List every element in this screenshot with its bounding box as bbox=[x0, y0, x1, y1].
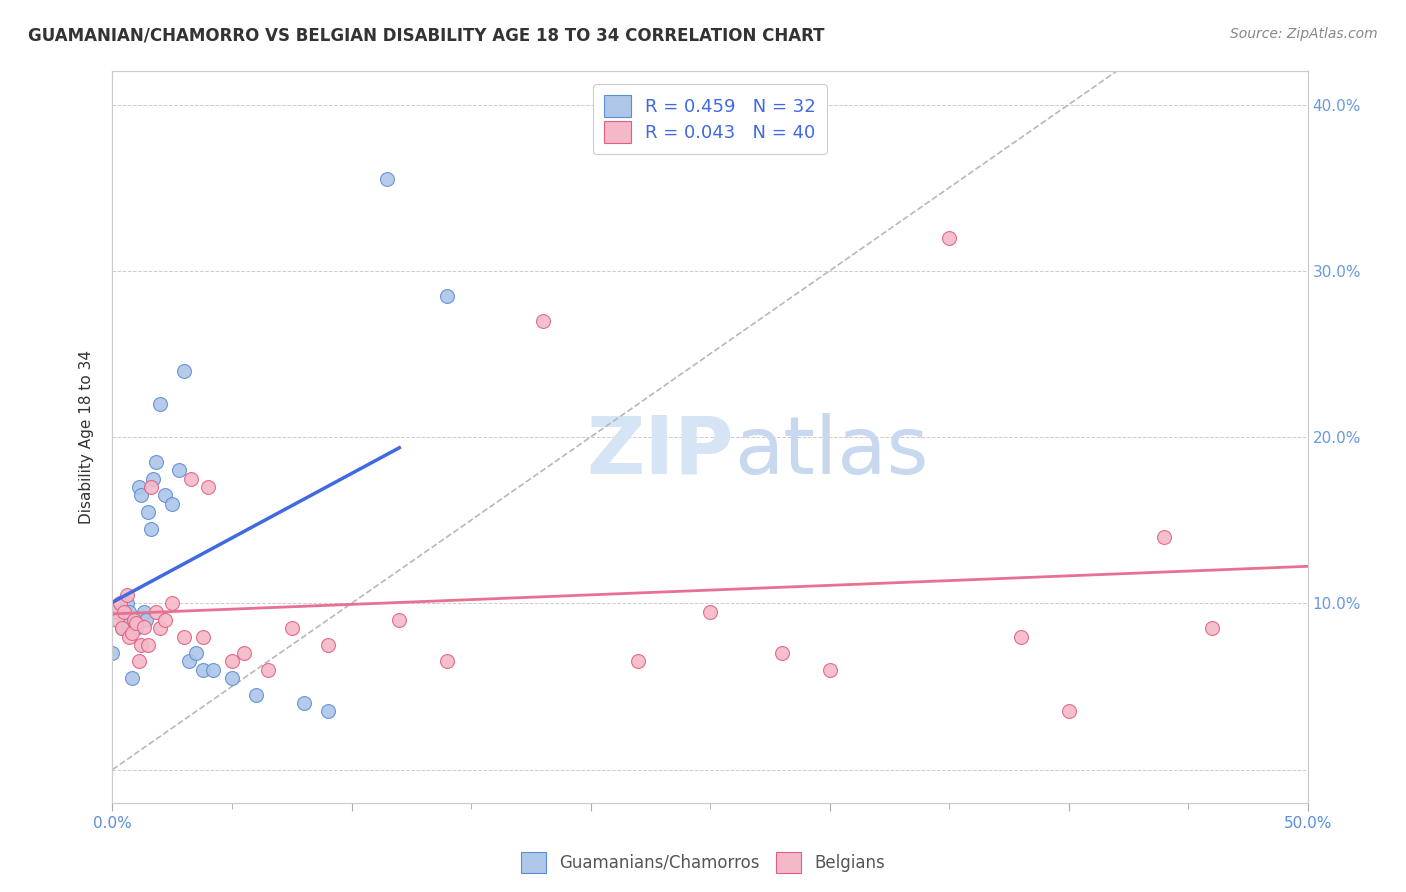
Point bbox=[162, 596, 183, 610]
Point bbox=[531, 314, 554, 328]
Point bbox=[699, 605, 721, 619]
Point bbox=[388, 613, 411, 627]
Point bbox=[281, 621, 304, 635]
Point bbox=[132, 605, 155, 619]
Point bbox=[149, 621, 172, 635]
Text: ZIP: ZIP bbox=[586, 413, 734, 491]
Point bbox=[193, 663, 215, 677]
Point bbox=[105, 613, 128, 627]
Point bbox=[938, 230, 960, 244]
Point bbox=[221, 655, 243, 669]
Point bbox=[436, 655, 458, 669]
Point bbox=[128, 655, 150, 669]
Point bbox=[139, 480, 162, 494]
Point bbox=[135, 613, 157, 627]
Point bbox=[186, 646, 208, 660]
Point bbox=[121, 626, 143, 640]
Point bbox=[125, 621, 148, 635]
Point bbox=[153, 613, 176, 627]
Legend: Guamanians/Chamorros, Belgians: Guamanians/Chamorros, Belgians bbox=[515, 846, 891, 880]
Point bbox=[138, 638, 160, 652]
Point bbox=[180, 472, 202, 486]
Point bbox=[142, 472, 165, 486]
Point bbox=[1010, 630, 1032, 644]
Point bbox=[122, 613, 145, 627]
Point bbox=[627, 655, 650, 669]
Point bbox=[201, 663, 224, 677]
Point bbox=[115, 588, 138, 602]
Point bbox=[316, 638, 339, 652]
Point bbox=[177, 655, 200, 669]
Point bbox=[818, 663, 841, 677]
Point bbox=[770, 646, 793, 660]
Point bbox=[316, 705, 339, 719]
Point bbox=[108, 596, 131, 610]
Point bbox=[257, 663, 280, 677]
Text: GUAMANIAN/CHAMORRO VS BELGIAN DISABILITY AGE 18 TO 34 CORRELATION CHART: GUAMANIAN/CHAMORRO VS BELGIAN DISABILITY… bbox=[28, 27, 825, 45]
Point bbox=[139, 521, 162, 535]
Legend: R = 0.459   N = 32, R = 0.043   N = 40: R = 0.459 N = 32, R = 0.043 N = 40 bbox=[593, 84, 827, 154]
Point bbox=[129, 638, 152, 652]
Point bbox=[145, 455, 167, 469]
Point bbox=[111, 621, 134, 635]
Point bbox=[162, 497, 183, 511]
Point bbox=[129, 488, 152, 502]
Point bbox=[193, 630, 215, 644]
Point bbox=[436, 289, 458, 303]
Point bbox=[245, 688, 267, 702]
Point bbox=[149, 397, 172, 411]
Point bbox=[118, 605, 141, 619]
Point bbox=[138, 505, 160, 519]
Point bbox=[169, 463, 191, 477]
Point bbox=[108, 605, 131, 619]
Point bbox=[114, 613, 135, 627]
Point bbox=[292, 696, 315, 710]
Point bbox=[1057, 705, 1080, 719]
Point bbox=[118, 630, 141, 644]
Point bbox=[173, 363, 195, 377]
Text: atlas: atlas bbox=[734, 413, 928, 491]
Point bbox=[153, 488, 176, 502]
Point bbox=[115, 596, 138, 610]
Point bbox=[114, 605, 135, 619]
Point bbox=[128, 480, 150, 494]
Y-axis label: Disability Age 18 to 34: Disability Age 18 to 34 bbox=[79, 350, 94, 524]
Point bbox=[101, 646, 124, 660]
Text: Source: ZipAtlas.com: Source: ZipAtlas.com bbox=[1230, 27, 1378, 41]
Point bbox=[122, 621, 145, 635]
Point bbox=[221, 671, 243, 685]
Point bbox=[1201, 621, 1223, 635]
Point bbox=[145, 605, 167, 619]
Point bbox=[233, 646, 256, 660]
Point bbox=[101, 605, 124, 619]
Point bbox=[377, 172, 399, 186]
Point bbox=[111, 621, 134, 635]
Point bbox=[1153, 530, 1175, 544]
Point bbox=[173, 630, 195, 644]
Point bbox=[132, 619, 155, 633]
Point bbox=[121, 671, 143, 685]
Point bbox=[125, 616, 148, 631]
Point bbox=[197, 480, 219, 494]
